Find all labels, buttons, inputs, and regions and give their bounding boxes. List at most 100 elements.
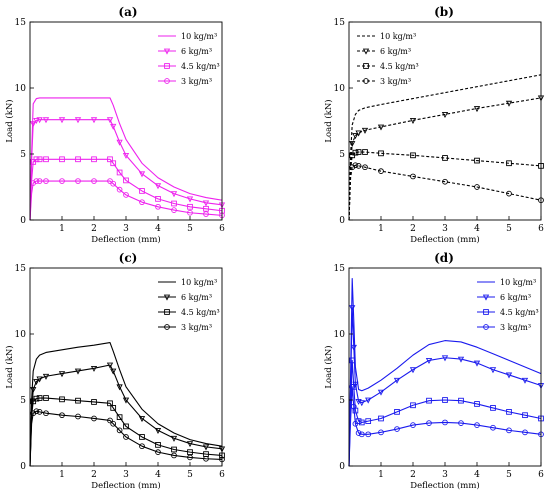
- circle-marker: [410, 173, 416, 180]
- y-tick-label: 5: [20, 150, 26, 160]
- circle-marker: [36, 409, 43, 415]
- panel-label: (a): [118, 5, 137, 19]
- circle-marker: [107, 417, 113, 424]
- square-marker: [139, 188, 145, 194]
- circle-marker: [116, 186, 123, 193]
- legend-entry: 6 kg/m³: [181, 293, 212, 302]
- legend-entry: 10 kg/m³: [500, 278, 536, 287]
- circle-marker: [349, 383, 356, 390]
- square-marker: [75, 156, 81, 163]
- circle-marker: [378, 168, 384, 175]
- triangle-marker: [393, 377, 401, 384]
- triangle-marker: [138, 416, 146, 423]
- square-marker: [350, 383, 357, 390]
- x-axis-label: Deflection (mm): [91, 234, 161, 245]
- circle-marker: [33, 408, 40, 415]
- square-marker: [123, 423, 129, 430]
- y-tick-label: 0: [20, 462, 26, 472]
- triangle-marker: [163, 294, 171, 301]
- triangle-marker: [33, 379, 40, 386]
- circle-marker: [155, 203, 161, 210]
- circle-marker: [363, 78, 369, 84]
- x-tick-label: 1: [59, 470, 65, 480]
- square-marker: [410, 152, 416, 159]
- square-marker: [43, 395, 49, 401]
- series-line-0: [29, 97, 223, 221]
- square-marker: [110, 405, 117, 411]
- triangle-marker: [90, 365, 98, 372]
- circle-marker: [442, 419, 448, 426]
- circle-marker: [116, 427, 123, 434]
- triangle-marker: [505, 372, 513, 379]
- x-tick-label: 2: [91, 224, 97, 234]
- triangle-marker: [489, 367, 497, 374]
- legend-entry: 10 kg/m³: [181, 32, 217, 41]
- square-marker: [378, 150, 384, 157]
- circle-marker: [164, 324, 170, 330]
- circle-marker: [123, 192, 129, 198]
- square-marker: [155, 442, 161, 448]
- circle-marker: [355, 163, 362, 169]
- square-marker: [187, 203, 193, 210]
- circle-marker: [203, 211, 209, 217]
- y-tick-label: 5: [20, 396, 26, 406]
- triangle-marker: [350, 344, 357, 351]
- triangle-marker: [409, 117, 417, 124]
- y-tick-label: 10: [334, 330, 346, 340]
- legend-entry: 10 kg/m³: [181, 278, 217, 287]
- x-tick-label: 2: [410, 470, 416, 480]
- square-marker: [483, 309, 489, 315]
- x-tick-label: 6: [538, 224, 544, 234]
- triangle-marker: [362, 48, 370, 55]
- square-marker: [355, 149, 362, 155]
- circle-marker: [139, 199, 145, 206]
- square-marker: [75, 397, 81, 404]
- triangle-marker: [505, 100, 513, 107]
- square-marker: [139, 434, 145, 440]
- legend-entry: 3 kg/m³: [181, 323, 212, 332]
- square-marker: [378, 415, 384, 422]
- triangle-marker: [110, 368, 117, 375]
- circle-marker: [474, 422, 480, 428]
- square-marker: [352, 149, 359, 156]
- triangle-marker: [441, 355, 449, 362]
- circle-marker: [442, 178, 448, 185]
- triangle-marker: [349, 141, 356, 148]
- triangle-marker: [473, 106, 481, 113]
- circle-marker: [155, 449, 161, 455]
- panel-label: (c): [119, 251, 138, 265]
- circle-marker: [110, 180, 117, 187]
- x-axis-label: Deflection (mm): [410, 234, 480, 245]
- x-tick-label: 1: [378, 224, 384, 234]
- triangle-marker: [482, 294, 490, 301]
- circle-marker: [110, 420, 117, 427]
- triangle-marker: [138, 171, 146, 178]
- circle-marker: [352, 420, 359, 427]
- square-marker: [33, 156, 40, 163]
- square-marker: [171, 446, 177, 453]
- square-marker: [43, 156, 49, 163]
- circle-marker: [355, 430, 362, 436]
- triangle-marker: [42, 373, 50, 380]
- triangle-marker: [74, 368, 82, 375]
- series-line-0: [29, 342, 223, 467]
- square-marker: [426, 397, 432, 404]
- legend-entry: 4.5 kg/m³: [181, 62, 220, 71]
- square-marker: [164, 63, 170, 69]
- circle-marker: [522, 429, 528, 436]
- triangle-marker: [473, 360, 481, 367]
- triangle-marker: [521, 377, 529, 384]
- square-marker: [490, 405, 496, 411]
- triangle-marker: [42, 117, 50, 124]
- y-tick-label: 10: [15, 84, 27, 94]
- x-tick-label: 4: [155, 470, 161, 480]
- square-marker: [91, 399, 97, 405]
- square-marker: [362, 149, 368, 155]
- triangle-marker: [377, 389, 385, 396]
- series-line-3: [29, 180, 223, 221]
- triangle-marker: [409, 367, 417, 374]
- series-line-2: [348, 151, 542, 221]
- circle-marker: [506, 190, 512, 197]
- legend-entry: 3 kg/m³: [181, 77, 212, 86]
- legend-entry: 3 kg/m³: [500, 323, 531, 332]
